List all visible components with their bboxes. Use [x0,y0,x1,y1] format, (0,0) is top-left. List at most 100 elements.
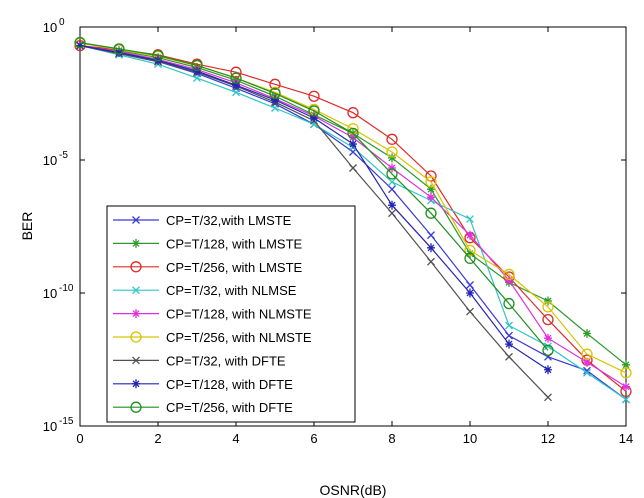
data-point [581,348,593,360]
legend-item: CP=T/32, with DFTE [113,353,286,368]
legend-item: CP=T/128, with LMSTE [113,236,303,251]
legend-label: CP=T/32,with LMSTE [166,213,292,228]
data-point [466,281,474,289]
legend-item: CP=T/128, with DFTE [113,377,293,392]
data-point [152,49,164,62]
y-tick-base: 10 [43,153,57,168]
legend-marker [132,286,140,295]
data-point [464,252,476,265]
data-point [620,367,632,379]
legend-item: CP=T/32,with LMSTE [113,213,292,228]
series-layer [74,36,632,404]
data-point [388,177,396,186]
data-point [386,168,398,180]
data-point [583,329,591,339]
data-point [542,301,554,313]
data-point [269,87,281,100]
legend-item: CP=T/256, with NLMSTE [113,330,312,345]
data-point [388,163,396,173]
x-axis-label: OSNR(dB) [320,482,387,498]
x-tick-label: 6 [310,431,317,446]
data-point [388,209,396,218]
data-point [505,275,513,285]
data-point [466,307,474,316]
data-point [271,104,279,112]
y-tick-label: 10 -10 [43,283,74,301]
legend: CP=T/32,with LMSTE CP=T/128, with LMSTE CP… [106,205,356,423]
legend-item: CP=T/256, with DFTE [113,400,293,415]
data-point [115,47,123,57]
data-point [503,268,515,281]
data-point [466,230,474,240]
y-tick-exponent: -10 [59,283,74,294]
data-point [386,133,398,145]
series-line [79,45,627,392]
y-tick-label: 10 -15 [43,416,74,434]
data-point [425,170,437,182]
data-point [349,164,357,172]
legend-label: CP=T/128, with DFTE [166,377,293,392]
data-point [425,176,437,188]
x-tick-label: 10 [463,431,477,446]
legend-item: CP=T/128, with NLMSTE [113,307,312,322]
data-point [466,288,474,298]
data-point [193,74,201,83]
data-point [505,321,513,330]
data-point [583,368,591,377]
data-point [388,185,396,194]
legend-label: CP=T/256, with DFTE [166,400,293,415]
data-point [427,243,435,253]
series-line [79,42,549,351]
data-point [542,344,554,356]
y-tick-exponent: -5 [59,150,68,161]
legend-label: CP=T/256, with NLMSTE [166,330,312,345]
data-point [425,207,437,219]
legend-marker [132,309,140,319]
data-point [583,357,591,367]
data-point [427,257,435,266]
data-point [310,113,318,123]
data-point [583,366,591,375]
data-point [230,66,242,78]
legend-label: CP=T/32, with DFTE [166,353,286,368]
data-point [308,90,320,102]
data-point [113,43,125,55]
legend-marker [132,356,140,365]
y-tick-label: 10 -5 [43,150,69,168]
data-point [349,133,357,143]
y-tick-base: 10 [43,419,57,434]
data-point [386,146,398,158]
legend-label: CP=T/256, with LMSTE [166,260,303,275]
x-tick-label: 0 [76,431,83,446]
legend-marker [130,401,142,413]
data-point [542,313,554,326]
y-tick-base: 10 [43,286,57,301]
legend-label: CP=T/128, with NLMSTE [166,307,312,322]
data-point [544,393,552,402]
data-point [269,78,281,90]
y-tick-base: 10 [43,20,57,35]
y-tick-exponent: -15 [59,416,74,427]
data-point [622,382,630,392]
data-point [349,139,357,149]
data-point [544,365,552,375]
data-point [505,339,513,349]
legend-marker [130,331,142,343]
x-tick-label: 8 [388,431,395,446]
data-point [271,95,279,105]
data-point [193,66,201,76]
data-point [427,184,435,194]
legend-marker [132,379,140,389]
x-tick-label: 14 [619,431,633,446]
data-point [464,244,476,257]
series-9 [74,36,554,356]
data-point [230,72,242,84]
data-point [74,36,86,49]
data-point [544,333,552,343]
data-point [347,107,359,119]
y-tick-label: 10 0 [43,17,65,35]
data-point [503,297,515,310]
data-point [76,41,84,51]
